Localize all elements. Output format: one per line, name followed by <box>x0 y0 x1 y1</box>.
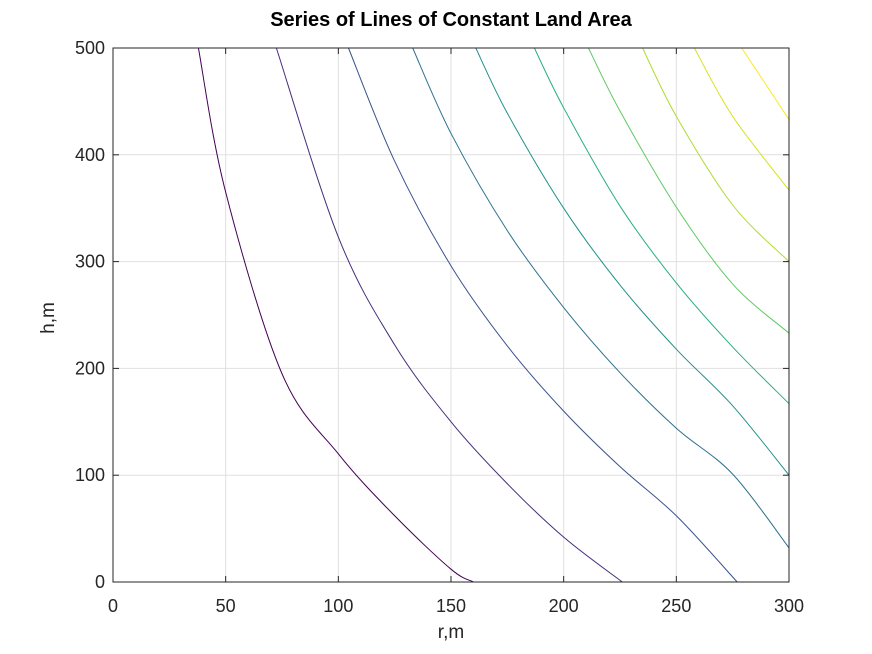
x-tick-label: 200 <box>549 596 579 616</box>
contour-line-9 <box>693 47 790 191</box>
ticks: 0 50 100 150 200 250 300 0 100 200 300 400 500 <box>75 38 804 616</box>
x-tick-label: 100 <box>323 596 353 616</box>
contour-line-6 <box>533 47 790 404</box>
series-group <box>197 47 790 583</box>
y-tick-label: 0 <box>95 572 105 592</box>
grid <box>113 48 789 582</box>
y-tick-label: 500 <box>75 38 105 58</box>
contour-line-2 <box>275 47 623 583</box>
y-tick-label: 100 <box>75 465 105 485</box>
x-tick-label: 50 <box>216 596 236 616</box>
x-tick-label: 300 <box>774 596 804 616</box>
chart-title: Series of Lines of Constant Land Area <box>270 9 632 31</box>
contour-line-10 <box>741 47 790 120</box>
y-axis-label: h,m <box>38 302 59 334</box>
y-tick-label: 200 <box>75 358 105 378</box>
contour-line-5 <box>475 47 790 476</box>
x-tick-label: 250 <box>661 596 691 616</box>
contour-line-8 <box>642 47 790 262</box>
contour-line-7 <box>588 47 790 334</box>
y-tick-label: 400 <box>75 145 105 165</box>
contour-line-3 <box>348 47 738 583</box>
x-tick-label: 150 <box>436 596 466 616</box>
x-axis-label: r,m <box>438 622 464 643</box>
contour-line-4 <box>412 47 790 549</box>
x-tick-label: 0 <box>108 596 118 616</box>
y-tick-label: 300 <box>75 252 105 272</box>
contour-line-1 <box>197 47 474 583</box>
